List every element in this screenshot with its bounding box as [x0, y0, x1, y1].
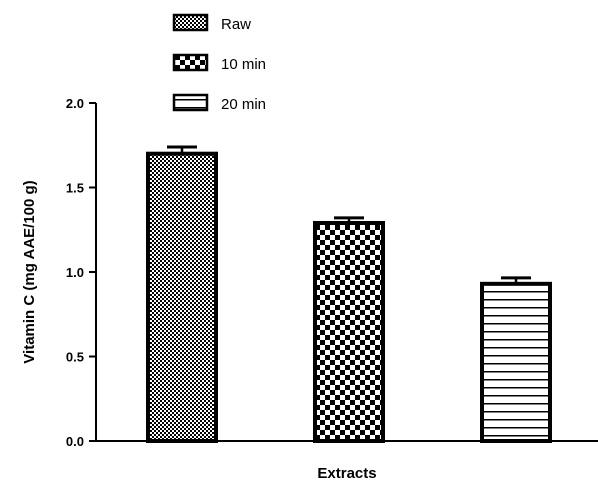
- legend: Raw 10 min 20 min: [172, 13, 266, 113]
- bar-20-min: [480, 281, 552, 443]
- y-tick-label: 1.0: [66, 265, 84, 280]
- legend-swatch-20-min: [172, 93, 209, 112]
- y-tick-label: 1.5: [66, 181, 84, 196]
- y-axis-title: Vitamin C (mg AAE/100 g): [21, 180, 38, 363]
- y-tick-label: 0.0: [66, 434, 84, 449]
- bar-raw: [146, 151, 218, 443]
- legend-label-20-min: 20 min: [221, 96, 266, 113]
- bar-10-min: [313, 220, 385, 443]
- legend-swatch-raw: [172, 13, 209, 32]
- legend-label-10-min: 10 min: [221, 56, 266, 73]
- y-tick-label: 2.0: [66, 96, 84, 111]
- y-axis-ticks: 0.0 0.5 1.0 1.5 2.0: [66, 96, 96, 449]
- legend-label-raw: Raw: [221, 16, 251, 33]
- bars: [146, 145, 552, 443]
- legend-swatch-10-min: [172, 53, 209, 72]
- x-axis-title: Extracts: [317, 465, 376, 482]
- y-tick-label: 0.5: [66, 350, 84, 365]
